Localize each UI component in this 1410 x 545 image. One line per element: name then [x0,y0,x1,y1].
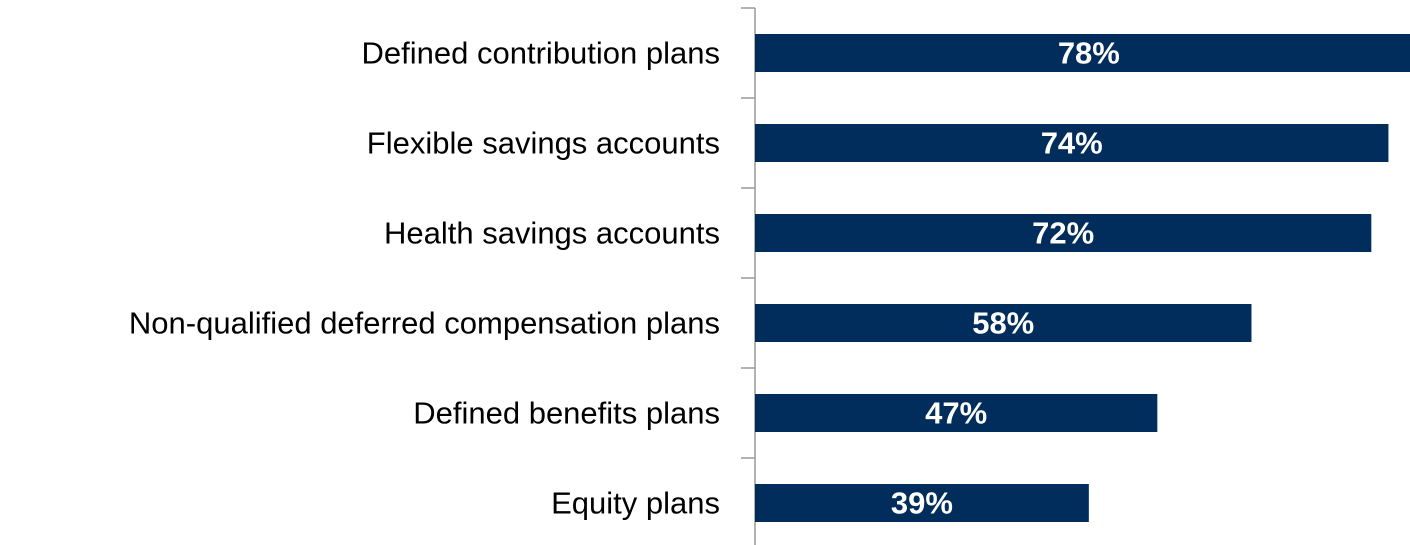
bar [755,214,1372,252]
bar [755,484,1089,522]
category-label: Health savings accounts [384,216,720,251]
value-label: 47% [925,396,987,431]
bar [755,34,1410,72]
category-label: Non-qualified deferred compensation plan… [129,306,720,341]
category-label: Equity plans [551,486,720,521]
bar [755,124,1389,162]
category-label: Defined contribution plans [362,36,720,71]
category-label: Defined benefits plans [413,396,720,431]
value-label: 39% [891,486,953,521]
value-label: 78% [1058,36,1120,71]
value-label: 74% [1041,126,1103,161]
bar [755,394,1158,432]
value-label: 58% [972,306,1034,341]
bar [755,304,1252,342]
category-label: Flexible savings accounts [367,126,720,161]
value-label: 72% [1032,216,1094,251]
